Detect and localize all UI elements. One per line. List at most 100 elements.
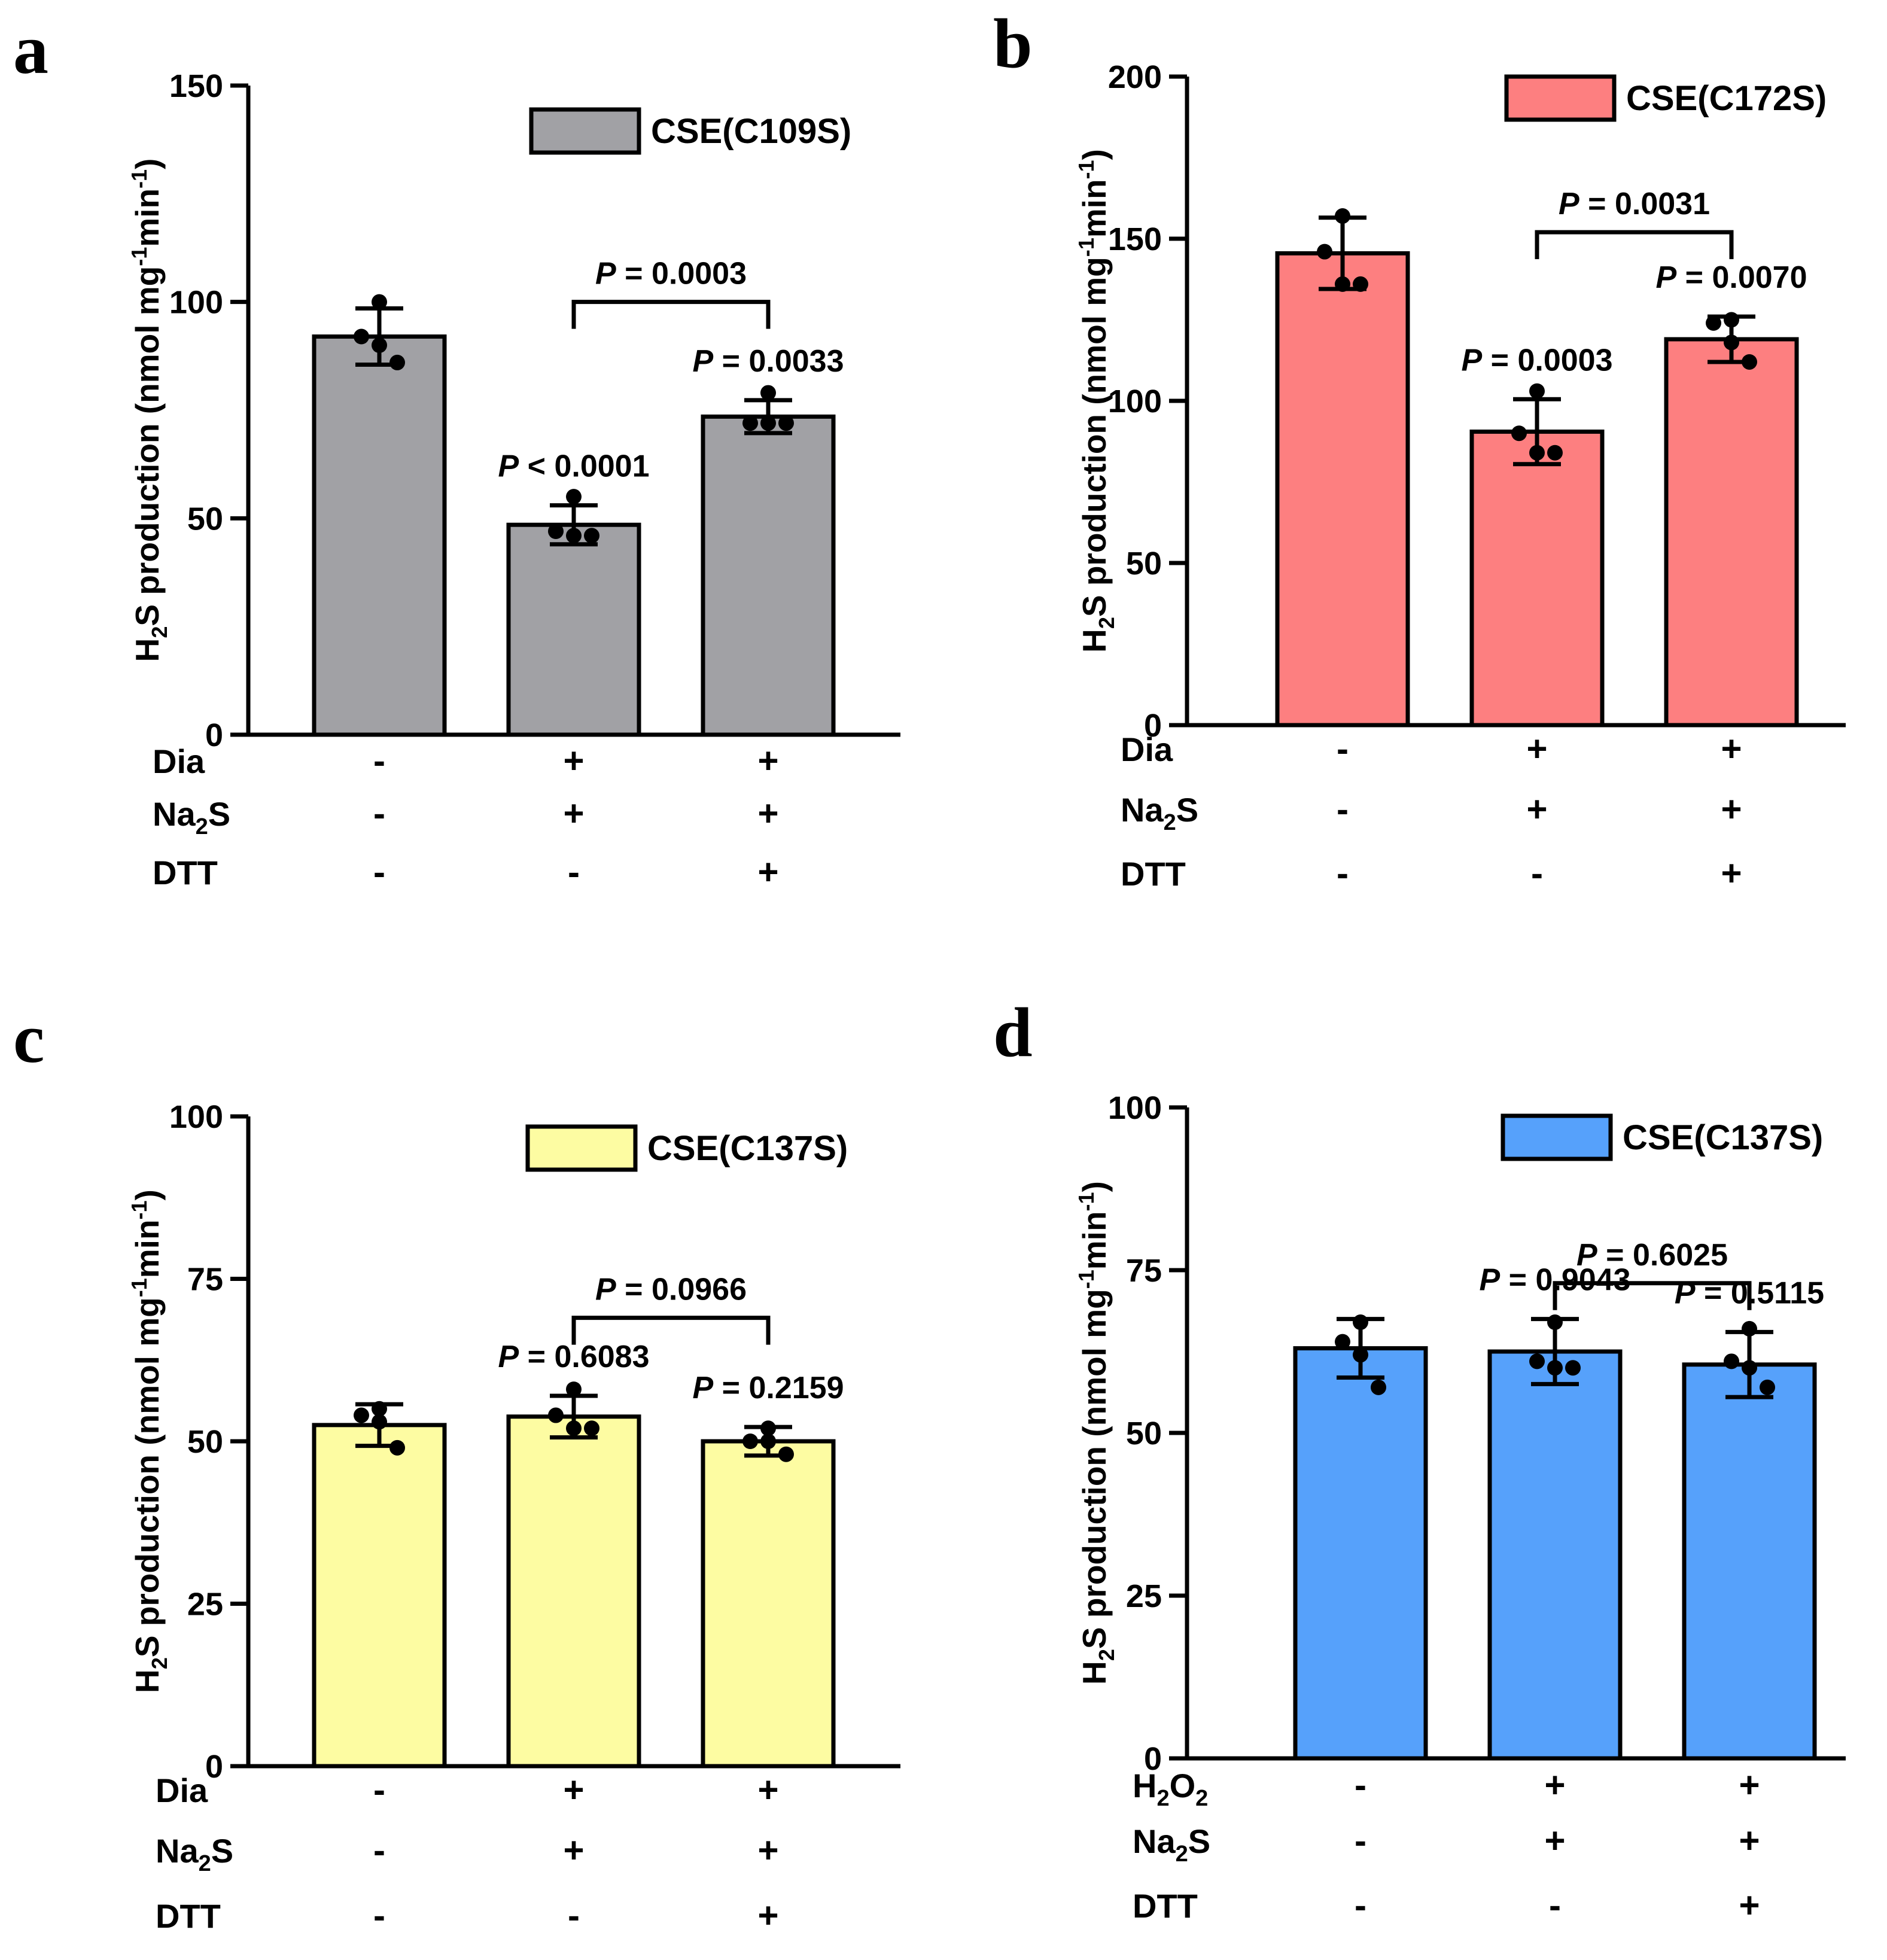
legend-label: CSE(C137S) — [647, 1129, 848, 1168]
p-value-label: P = 0.6083 — [498, 1340, 650, 1374]
condition-sign: - — [373, 793, 385, 833]
data-point — [1529, 445, 1545, 461]
data-point — [742, 415, 758, 431]
condition-sign: - — [373, 1830, 385, 1870]
bar-3 — [701, 1439, 836, 1769]
y-tick-label: 50 — [1126, 1416, 1162, 1451]
data-point — [1335, 276, 1350, 292]
data-point — [1529, 383, 1545, 399]
bar-2 — [506, 522, 641, 737]
condition-sign: + — [1739, 1821, 1760, 1861]
y-axis-label: H2S production (nmol mg-1min-1) — [1074, 149, 1119, 653]
y-tick-label: 150 — [169, 68, 223, 104]
data-point — [1547, 445, 1563, 461]
y-tick-label: 100 — [1108, 1090, 1162, 1126]
data-point — [548, 524, 564, 540]
data-point — [566, 489, 582, 505]
condition-sign: + — [563, 1830, 584, 1870]
data-point — [566, 1381, 582, 1398]
y-axis-label: H2S production (nmol mg-1min-1) — [1074, 1181, 1119, 1685]
condition-sign: + — [1721, 853, 1742, 893]
data-point — [1565, 1360, 1581, 1376]
y-tick-label: 25 — [1126, 1578, 1162, 1614]
condition-sign: + — [757, 741, 778, 781]
condition-sign: + — [757, 1830, 778, 1870]
condition-label: Na2S — [153, 795, 230, 839]
condition-sign: + — [757, 1895, 778, 1935]
condition-sign: - — [1355, 1885, 1366, 1925]
condition-label: DTT — [1121, 855, 1186, 893]
data-point — [566, 1420, 582, 1436]
bar-3 — [1664, 337, 1799, 728]
p-value-label: P < 0.0001 — [498, 449, 650, 484]
condition-label: H2O2 — [1133, 1767, 1208, 1811]
condition-sign: - — [568, 852, 580, 892]
y-tick-label: 50 — [187, 501, 223, 537]
bracket-p-value-label: P = 0.0003 — [595, 257, 747, 291]
data-point — [584, 528, 599, 544]
condition-sign: + — [757, 852, 778, 892]
p-value-label: P = 0.0070 — [1656, 260, 1807, 295]
p-value-label: P = 0.9043 — [1480, 1263, 1631, 1298]
data-point — [1547, 1314, 1563, 1331]
condition-sign: - — [1337, 729, 1349, 769]
condition-sign: + — [563, 793, 584, 833]
condition-sign: + — [757, 1770, 778, 1810]
condition-sign: - — [373, 1770, 385, 1810]
legend-swatch — [1504, 74, 1617, 122]
condition-sign: + — [757, 793, 778, 833]
data-point — [389, 1439, 405, 1456]
data-point — [760, 415, 776, 431]
data-point — [1742, 1360, 1757, 1376]
bar-1 — [312, 1423, 447, 1769]
y-tick-label: 25 — [187, 1587, 223, 1623]
data-point — [778, 415, 794, 431]
comparison-bracket — [1535, 230, 1734, 260]
condition-label: Na2S — [156, 1832, 233, 1876]
y-axis-label: H2S production (nmol mg-1min-1) — [127, 1189, 172, 1693]
data-point — [372, 337, 387, 353]
y-tick-label: 100 — [1108, 384, 1162, 419]
condition-sign: + — [1526, 789, 1547, 829]
legend-swatch — [1501, 1113, 1613, 1161]
data-point — [372, 1414, 387, 1430]
data-point — [1742, 1320, 1757, 1337]
y-tick-label: 150 — [1108, 221, 1162, 257]
comparison-bracket — [571, 300, 771, 329]
data-point — [1724, 312, 1739, 328]
legend-label: CSE(C172S) — [1626, 79, 1827, 118]
condition-sign: - — [1549, 1885, 1561, 1925]
data-point — [760, 385, 776, 401]
panel-c: c 0 25 50 75 100 H2S production (nmol mg-1min-… — [13, 999, 900, 1935]
condition-sign: - — [1337, 789, 1349, 829]
data-point — [1529, 1353, 1545, 1369]
data-point — [584, 1420, 599, 1436]
data-point — [1760, 1379, 1775, 1395]
condition-label: Dia — [156, 1772, 208, 1809]
legend-swatch — [529, 107, 641, 155]
data-point — [1335, 208, 1350, 224]
panel-letter: b — [993, 4, 1033, 83]
condition-sign: + — [1544, 1821, 1565, 1861]
legend-swatch — [525, 1124, 638, 1172]
p-value-label: P = 0.0003 — [1462, 343, 1613, 378]
condition-label: Dia — [153, 742, 205, 780]
condition-label: Na2S — [1133, 1822, 1210, 1867]
condition-sign: + — [563, 1770, 584, 1810]
condition-sign: - — [1355, 1765, 1366, 1805]
panel-d: d 0 25 50 75 100 H2S production (nmol mg-1min-… — [993, 993, 1846, 1925]
condition-label: DTT — [156, 1897, 221, 1935]
y-tick-label: 0 — [1144, 1741, 1162, 1777]
y-tick-label: 100 — [169, 1099, 223, 1135]
panel-b: b 0 50 100 150 200 H2S production (nmol mg-1mi… — [993, 4, 1846, 893]
data-point — [1317, 244, 1332, 260]
y-axis-label: H2S production (nmol mg-1min-1) — [127, 159, 172, 662]
comparison-bracket — [1553, 1281, 1752, 1310]
bar-2 — [1469, 429, 1605, 728]
condition-sign: + — [563, 741, 584, 781]
p-value-label: P = 0.2159 — [693, 1371, 844, 1405]
condition-sign: + — [1739, 1885, 1760, 1925]
condition-label: Na2S — [1121, 791, 1198, 835]
bracket-p-value-label: P = 0.0966 — [595, 1273, 747, 1307]
